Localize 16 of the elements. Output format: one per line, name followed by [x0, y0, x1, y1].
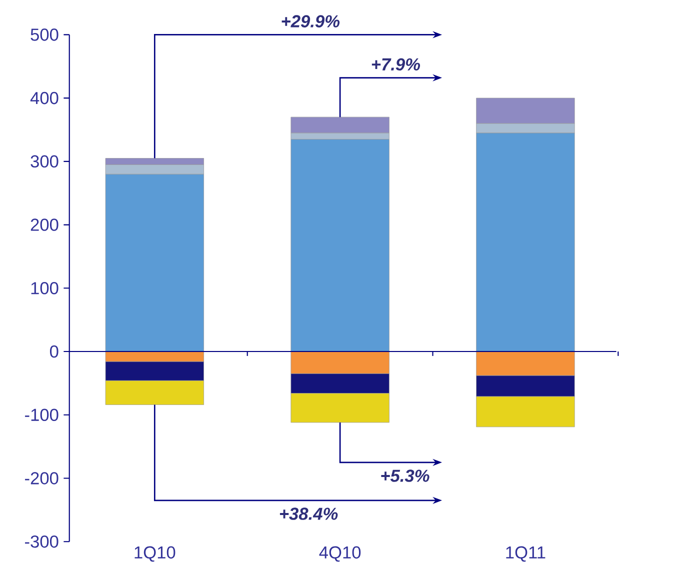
y-tick-label: 100 — [31, 282, 58, 294]
x-tick-label: 1Q10 — [134, 546, 176, 562]
y-tick-label: 300 — [30, 155, 58, 168]
y-tick-label: 200 — [30, 218, 58, 231]
y-tick-label: 400 — [30, 92, 58, 104]
annotation: +5.3% — [381, 469, 430, 482]
text: +29.9% — [282, 15, 340, 28]
y-tick-label: -200 — [25, 472, 58, 484]
y-tick-label: -300 — [25, 535, 58, 548]
x-tick-label: 4Q10 — [319, 546, 361, 562]
y-tick-label: 500 — [30, 28, 58, 41]
y-tick-label: 0 — [50, 345, 58, 358]
y-tick-label: -100 — [25, 408, 58, 421]
annotation: +7.9% — [372, 58, 420, 70]
annotation: +38.4% — [280, 508, 338, 520]
x-tick-label: 1Q11 — [506, 546, 546, 562]
